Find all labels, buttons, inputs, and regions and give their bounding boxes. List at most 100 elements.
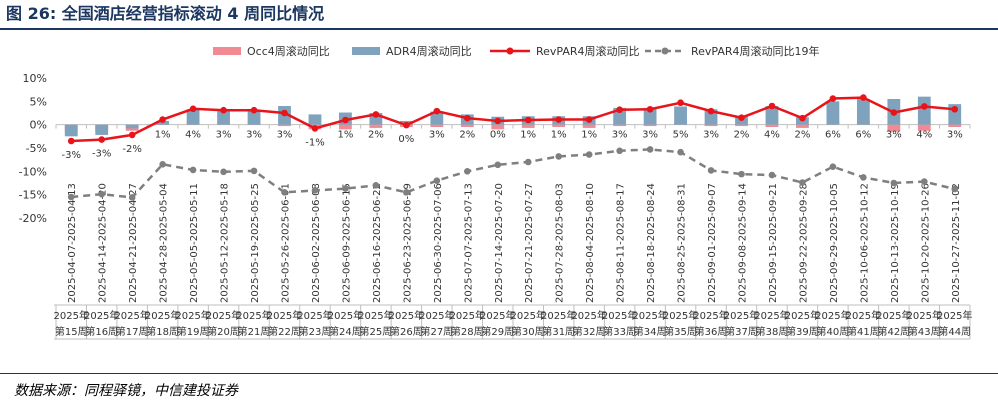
week-year-label: 2025年: [815, 309, 850, 322]
revpar-data-label: 1%: [520, 130, 536, 141]
revpar19-point: [768, 171, 776, 179]
week-year-label: 2025年: [724, 309, 759, 322]
revpar19-point: [555, 153, 562, 160]
x-date-label: 2025-07-14-2025-07-20: [494, 183, 505, 303]
week-number-label: 第41周: [847, 325, 880, 338]
chart: Occ4周滚动同比 ADR4周滚动同比 RevPAR4周滚动同比 RevPAR4…: [19, 44, 972, 340]
revpar-data-label: 3%: [642, 130, 658, 141]
x-date-label: 2025-08-25-2025-08-31: [677, 183, 688, 303]
week-number-label: 第44周: [938, 325, 971, 338]
occ-bar: [491, 124, 505, 130]
revpar-point: [250, 106, 258, 114]
adr-bar: [247, 109, 261, 125]
x-date-label: 2025-07-21-2025-07-27: [524, 183, 535, 303]
title-rule: [0, 28, 998, 30]
adr-bar: [674, 106, 687, 125]
revpar-data-label: 4%: [916, 130, 932, 141]
week-number-label: 第21周: [238, 325, 271, 338]
adr-bar: [95, 124, 109, 135]
week-number-label: 第20周: [207, 325, 240, 338]
revpar-point: [494, 117, 502, 125]
adr-bar: [308, 114, 322, 125]
revpar19-point: [98, 190, 105, 198]
week-year-label: 2025年: [267, 309, 302, 322]
week-year-label: 2025年: [145, 309, 180, 322]
legend-revpar-marker: [506, 47, 514, 55]
adr-bar: [856, 99, 870, 125]
revpar19-point: [494, 161, 502, 169]
revpar-data-labels: -3% -3% -2% 1% 4% 3% 3% 3% -1% 1% 2% 0% 3% 2% 0% 1% 1% 1%…: [61, 130, 962, 161]
revpar-data-label: 3%: [947, 130, 963, 141]
revpar19-point: [585, 151, 593, 158]
revpar19-point: [403, 189, 410, 196]
x-date-label: 2025-10-13-2025-10-19: [890, 183, 901, 303]
revpar19-point: [616, 147, 623, 155]
revpar-data-label: 0%: [490, 130, 506, 141]
revpar-data-label: 5%: [673, 130, 689, 141]
revpar-data-label: 0%: [398, 134, 414, 145]
revpar-point: [707, 107, 715, 115]
adr-bar: [917, 96, 931, 125]
x-date-label: 2025-08-11-2025-08-17: [616, 183, 627, 303]
legend-adr-swatch: [352, 47, 380, 55]
week-number-label: 第16周: [85, 325, 118, 338]
adr-bar: [430, 111, 444, 125]
week-number-label: 第24周: [329, 325, 362, 338]
week-year-label: 2025年: [632, 309, 667, 322]
week-year-label: 2025年: [602, 309, 637, 322]
revpar-data-label: 3%: [216, 130, 232, 141]
revpar-point: [67, 137, 75, 145]
y-tick-label: 0%: [30, 119, 47, 132]
x-date-label: 2025-06-16-2025-06-22: [372, 183, 383, 303]
week-number-label: 第31周: [542, 325, 575, 338]
revpar-point: [342, 116, 349, 124]
x-date-label: 2025-10-20-2025-10-26: [920, 183, 931, 303]
week-number-label: 第29周: [481, 325, 514, 338]
revpar-point: [189, 105, 197, 113]
occ-bar: [339, 124, 352, 130]
week-number-label: 第38周: [756, 325, 789, 338]
revpar-data-label: 3%: [429, 130, 445, 141]
week-number-label: 第40周: [817, 325, 850, 338]
revpar-point: [951, 105, 959, 113]
occ-bar: [278, 124, 291, 127]
week-number-label: 第33周: [603, 325, 636, 338]
revpar19-point: [342, 185, 349, 192]
occ-bar: [430, 124, 444, 127]
adr-bar: [643, 107, 657, 125]
week-number-label: 第35周: [664, 325, 697, 338]
week-year-label: 2025年: [358, 309, 393, 322]
revpar-point: [799, 114, 806, 122]
occ-bar: [613, 124, 627, 127]
revpar19-point: [372, 182, 380, 189]
revpar19-point: [646, 146, 654, 153]
revpar19-point: [189, 166, 197, 174]
week-year-label: 2025年: [114, 309, 149, 322]
x-date-label: 2025-04-21-2025-04-27: [128, 183, 139, 303]
occ-bar: [521, 124, 535, 128]
revpar-point: [860, 94, 867, 101]
occ-bar: [582, 124, 596, 128]
revpar19-point: [464, 168, 471, 175]
revpar19-series: [67, 146, 959, 201]
week-year-label: 2025年: [541, 309, 576, 322]
week-number-label: 第26周: [390, 325, 423, 338]
x-date-label: 2025-06-23-2025-06-29: [402, 183, 413, 303]
x-axis: 2025-04-07-2025-04-13 2025-04-14-2025-04-…: [54, 124, 972, 340]
week-number-label: 第15周: [55, 325, 88, 338]
adr-bar: [125, 124, 139, 129]
week-number-label: 第34周: [634, 325, 667, 338]
x-date-label: 2025-09-08-2025-09-14: [738, 183, 749, 303]
occ-bar: [369, 124, 383, 128]
adr-bar: [186, 109, 200, 125]
revpar-point: [555, 116, 562, 123]
week-year-label: 2025年: [206, 309, 241, 322]
revpar-data-label: 3%: [886, 130, 902, 141]
x-date-label: 2025-04-14-2025-04-20: [98, 183, 109, 303]
revpar-point: [433, 107, 441, 115]
revpar19-point: [829, 163, 837, 170]
revpar-data-label: 1%: [581, 130, 597, 141]
revpar19-point: [128, 194, 136, 201]
week-year-label: 2025年: [297, 309, 332, 322]
revpar-point: [921, 103, 928, 110]
